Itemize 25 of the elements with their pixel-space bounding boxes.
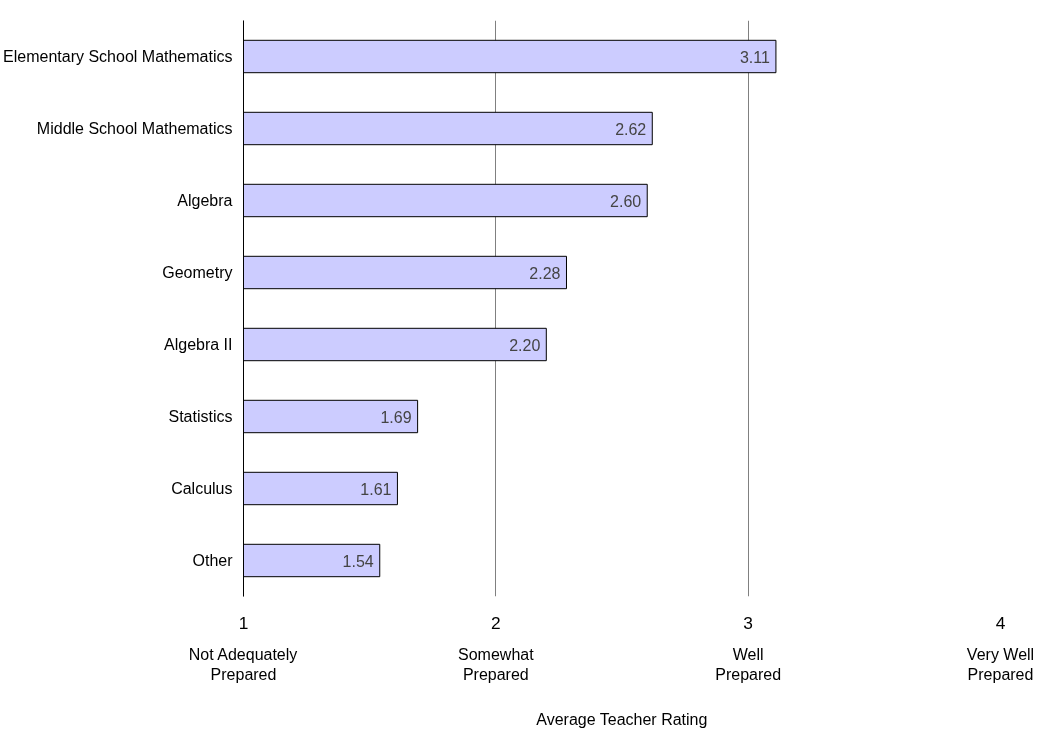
- y-tick-label: Elementary School Mathematics: [3, 48, 233, 65]
- x-axis-title: Average Teacher Rating: [536, 710, 708, 728]
- data-label: 1.69: [380, 408, 412, 426]
- y-tick-label: Geometry: [162, 264, 233, 281]
- x-tick-label: 4: [995, 612, 1006, 633]
- y-tick-label: Algebra: [177, 192, 233, 209]
- text: Not Adequately Prepared: [188, 645, 298, 683]
- x-tick-label: 3: [743, 612, 753, 633]
- data-label: 2.28: [529, 264, 561, 282]
- y-tick-label: Middle School Mathematics: [36, 120, 233, 137]
- data-label: 2.60: [610, 192, 642, 210]
- data-label: 2.20: [509, 336, 541, 354]
- data-label: 2.62: [615, 120, 647, 138]
- text: Somewhat Prepared: [458, 645, 535, 683]
- data-label: 3.11: [739, 48, 771, 66]
- text: Very Well Prepared: [966, 645, 1035, 683]
- y-tick-label: Other: [192, 552, 234, 569]
- x-tick-label: 2: [491, 612, 501, 633]
- y-tick-label: Calculus: [171, 480, 233, 497]
- x-tick-label: 1: [238, 612, 249, 633]
- y-tick-label: Algebra II: [164, 336, 233, 353]
- data-label: 1.61: [360, 480, 392, 498]
- data-label: 1.54: [342, 552, 374, 570]
- text: Well Prepared: [715, 645, 782, 683]
- y-tick-label: Statistics: [168, 408, 233, 425]
